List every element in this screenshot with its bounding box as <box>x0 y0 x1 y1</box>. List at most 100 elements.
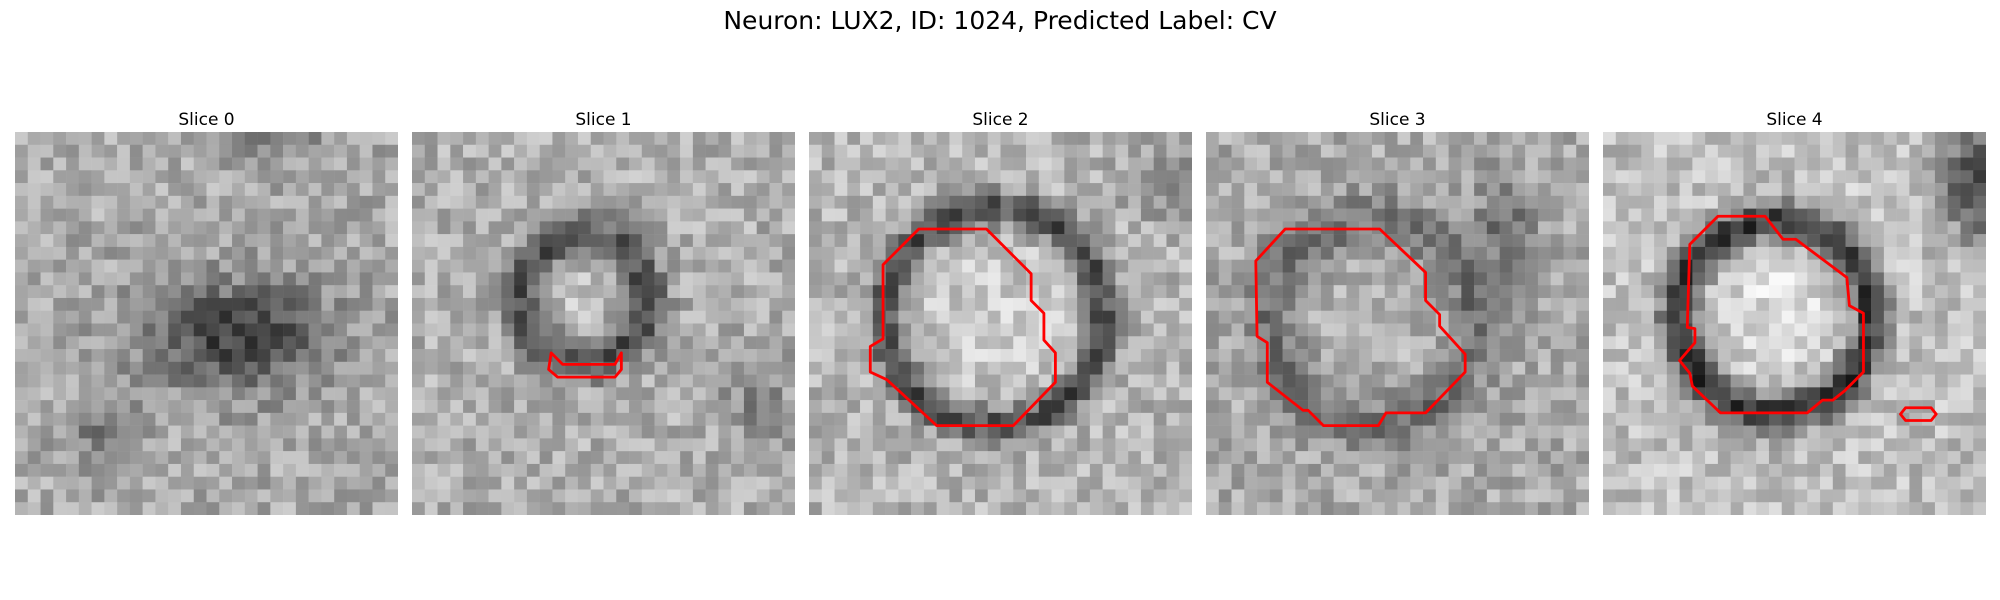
pixel <box>1628 476 1642 490</box>
pixel <box>885 387 899 401</box>
pixel <box>731 502 745 515</box>
pixel <box>1140 425 1154 439</box>
pixel <box>911 463 925 477</box>
pixel <box>244 234 258 248</box>
pixel <box>1525 361 1539 375</box>
pixel <box>1922 502 1936 515</box>
pixel <box>860 144 874 158</box>
pixel <box>463 323 477 337</box>
pixel <box>15 476 29 490</box>
pixel <box>936 272 950 286</box>
pixel <box>1371 349 1385 363</box>
pixel <box>1756 297 1770 311</box>
pixel <box>872 438 886 452</box>
pixel <box>1218 349 1232 363</box>
pixel <box>923 132 937 146</box>
pixel <box>1807 374 1821 388</box>
pixel <box>15 349 29 363</box>
pixel <box>1692 451 1706 465</box>
pixel <box>731 208 745 222</box>
pixel <box>1269 374 1283 388</box>
pixel <box>1140 463 1154 477</box>
pixel <box>1153 400 1167 414</box>
pixel <box>104 246 118 260</box>
pixel <box>437 323 451 337</box>
pixel <box>680 157 694 171</box>
pixel <box>756 451 770 465</box>
pixel <box>1896 221 1910 235</box>
pixel <box>412 310 426 324</box>
pixel <box>1295 374 1309 388</box>
pixel <box>1461 336 1475 350</box>
pixel <box>1896 476 1910 490</box>
pixel <box>1909 297 1923 311</box>
pixel <box>756 144 770 158</box>
pixel <box>1102 463 1116 477</box>
pixel <box>1756 183 1770 197</box>
pixel <box>1922 195 1936 209</box>
pixel <box>705 285 719 299</box>
pixel <box>514 272 528 286</box>
pixel <box>809 425 823 439</box>
pixel <box>1115 476 1129 490</box>
pixel <box>1486 183 1500 197</box>
pixel <box>463 310 477 324</box>
pixel <box>1486 451 1500 465</box>
pixel <box>654 400 668 414</box>
pixel <box>1743 285 1757 299</box>
pixel <box>539 170 553 184</box>
pixel <box>1346 195 1360 209</box>
pixel <box>590 183 604 197</box>
pixel <box>1871 349 1885 363</box>
pixel <box>974 310 988 324</box>
pixel <box>1026 349 1040 363</box>
pixel <box>488 463 502 477</box>
pixel <box>1934 412 1948 426</box>
pixel <box>219 208 233 222</box>
pixel <box>412 285 426 299</box>
pixel <box>1550 489 1564 503</box>
pixel <box>91 476 105 490</box>
pixel <box>514 310 528 324</box>
pixel <box>1320 183 1334 197</box>
pixel <box>180 183 194 197</box>
pixel <box>1743 272 1757 286</box>
pixel <box>334 374 348 388</box>
pixel <box>1654 463 1668 477</box>
pixel <box>1140 144 1154 158</box>
pixel <box>270 374 284 388</box>
pixel <box>1883 400 1897 414</box>
pixel <box>616 144 630 158</box>
pixel <box>834 425 848 439</box>
slice-image-4 <box>1603 132 1986 515</box>
pixel <box>1628 157 1642 171</box>
pixel <box>1269 285 1283 299</box>
pixel <box>872 208 886 222</box>
pixel <box>334 489 348 503</box>
pixel <box>1781 438 1795 452</box>
pixel <box>1333 361 1347 375</box>
pixel <box>641 195 655 209</box>
pixel <box>180 246 194 260</box>
pixel <box>412 400 426 414</box>
pixel <box>1525 489 1539 503</box>
pixel <box>782 157 795 171</box>
pixel <box>1423 170 1437 184</box>
pixel <box>692 246 706 260</box>
pixel <box>321 221 335 235</box>
pixel <box>1603 259 1617 273</box>
pixel <box>53 502 67 515</box>
pixel <box>1038 132 1052 146</box>
pixel <box>809 132 823 146</box>
pixel <box>1909 476 1923 490</box>
pixel <box>1794 310 1808 324</box>
pixel <box>1960 476 1974 490</box>
pixel <box>359 451 373 465</box>
pixel <box>78 132 92 146</box>
pixel <box>1000 476 1014 490</box>
pixel <box>641 400 655 414</box>
pixel <box>1717 132 1731 146</box>
pixel <box>53 336 67 350</box>
pixel <box>78 285 92 299</box>
pixel <box>1820 323 1834 337</box>
